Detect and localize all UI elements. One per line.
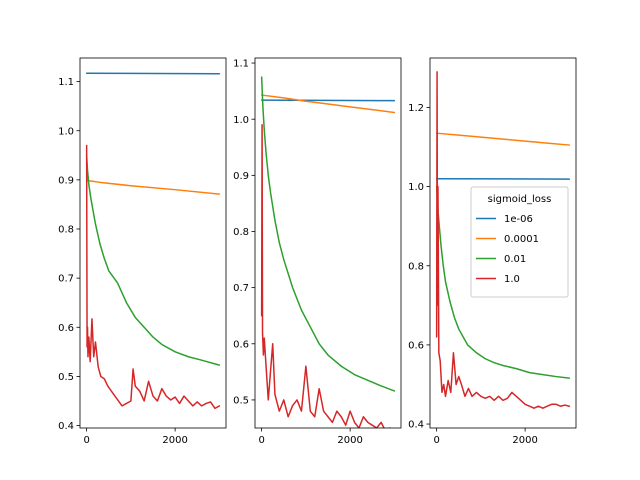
y-tick-label: 0.9 xyxy=(58,175,74,186)
legend-title: sigmoid_loss xyxy=(488,194,552,205)
y-tick-label: 0.7 xyxy=(233,283,249,294)
series-line-1-0 xyxy=(85,144,221,410)
y-tick-label: 1.0 xyxy=(408,182,424,193)
y-tick-label: 0.5 xyxy=(58,372,74,383)
subplot-2: 0 2000 0.5 0.6 0.7 0.8 0.9 1.0 1.1 xyxy=(233,57,402,446)
y-tick-label: 1.2 xyxy=(408,103,424,114)
series-line-1e-06 xyxy=(260,99,396,102)
subplot-1: 0 2000 0.4 0.5 0.6 0.7 0.8 0.9 1.0 1.1 xyxy=(58,57,227,446)
legend-entry-label: 0.01 xyxy=(504,254,526,265)
y-tick-label: 1.1 xyxy=(58,77,74,88)
axes-frame xyxy=(79,57,227,429)
y-tick-label: 1.0 xyxy=(233,115,249,126)
y-tick-label: 0.4 xyxy=(58,421,74,432)
y-tick-label: 1.1 xyxy=(233,59,249,70)
y-tick-label: 0.6 xyxy=(408,340,424,351)
series-group xyxy=(85,72,221,410)
series-line-0-01 xyxy=(260,76,396,392)
y-tick-label: 1.0 xyxy=(58,126,74,137)
y-tick-label: 0.9 xyxy=(233,171,249,182)
series-line-1-0 xyxy=(435,71,571,409)
x-tick-label: 0 xyxy=(433,435,439,446)
legend: sigmoid_loss 1e-06 0.0001 0.01 1.0 xyxy=(470,186,569,298)
x-tick-label: 2000 xyxy=(512,435,537,446)
series-line-0-0001 xyxy=(85,179,221,195)
y-tick-label: 0.8 xyxy=(58,225,74,236)
y-tick-label: 0.7 xyxy=(58,274,74,285)
y-tick-label: 0.8 xyxy=(408,261,424,272)
subplot-3: 0 2000 0.4 0.6 0.8 1.0 1.2 sigmoid_loss 1e-06 0.0… xyxy=(408,57,577,446)
axes-frame xyxy=(254,57,402,429)
y-tick-label: 0.8 xyxy=(233,227,249,238)
x-tick-label: 2000 xyxy=(162,435,187,446)
legend-entry-label: 1e-06 xyxy=(504,214,533,225)
series-line-0-01 xyxy=(85,154,221,366)
series-line-1-0 xyxy=(260,124,391,428)
axes-layer: 0 2000 0.4 0.5 0.6 0.7 0.8 0.9 1.0 1.1 0 2000 0.5 0.6… xyxy=(58,57,577,446)
series-group xyxy=(435,71,571,409)
series-line-0-01 xyxy=(435,185,571,379)
series-line-0-0001 xyxy=(435,132,571,146)
y-tick-label: 0.6 xyxy=(58,323,74,334)
series-line-0-0001 xyxy=(260,94,396,114)
legend-frame xyxy=(470,186,569,298)
legend-entry-label: 0.0001 xyxy=(504,234,539,245)
y-tick-label: 0.5 xyxy=(233,396,249,407)
x-tick-label: 0 xyxy=(83,435,89,446)
x-tick-label: 0 xyxy=(258,435,264,446)
x-tick-label: 2000 xyxy=(337,435,362,446)
series-group xyxy=(260,76,396,428)
axes-frame xyxy=(429,57,577,429)
y-tick-label: 0.6 xyxy=(233,339,249,350)
legend-entry-label: 1.0 xyxy=(504,274,520,285)
y-tick-label: 0.4 xyxy=(408,420,424,431)
